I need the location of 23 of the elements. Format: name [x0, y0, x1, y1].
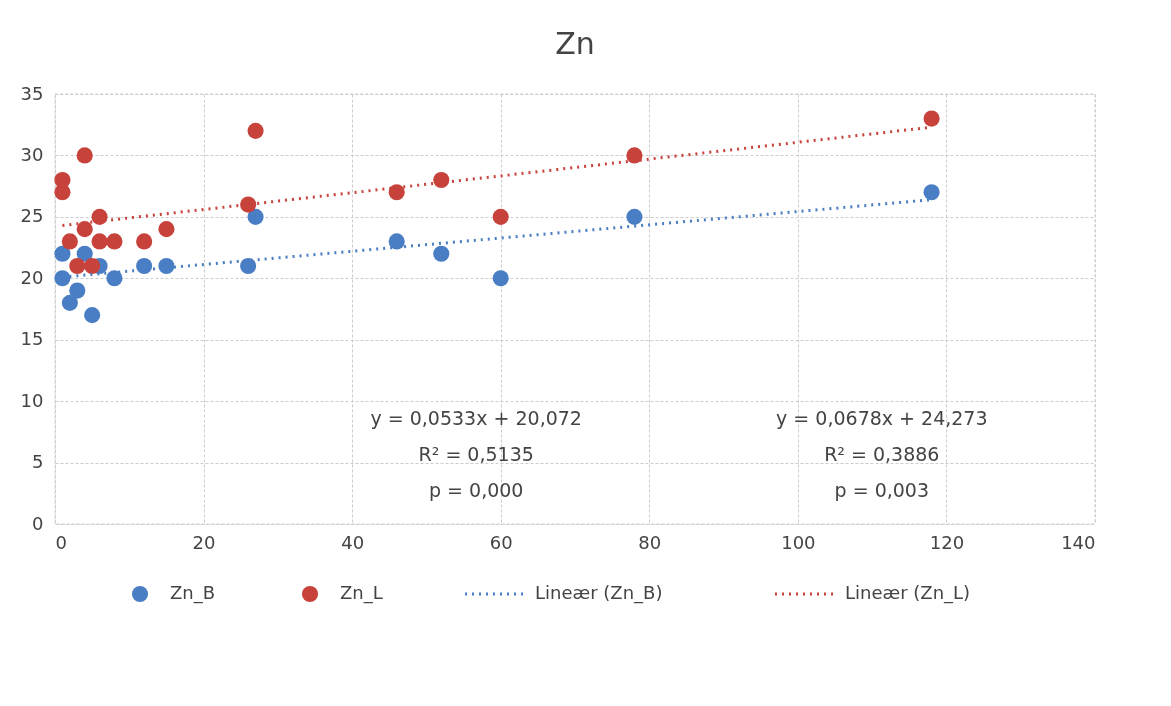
y-tick-label: 30: [20, 143, 44, 165]
x-tick-label: 100: [781, 531, 816, 553]
annotation: y = 0,0678x + 24,273 R² = 0,3886 p = 0,003: [776, 406, 988, 501]
legend-label: Lineær (Zn_B): [535, 582, 663, 604]
y-tick-label: 20: [20, 266, 44, 288]
x-tick-label: 120: [929, 531, 965, 553]
x-tick-label: 0: [55, 531, 67, 553]
annotation: y = 0,0533x + 20,072 R² = 0,5135 p = 0,000: [370, 406, 582, 501]
x-tick-label: 80: [638, 531, 662, 553]
y-tick-label: 25: [20, 205, 44, 227]
x-tick-label: 60: [489, 531, 513, 553]
legend-label: Zn_L: [340, 582, 383, 604]
y-tick-label: 0: [32, 512, 44, 534]
legend-label: Zn_B: [170, 582, 216, 604]
y-tick-label: 15: [20, 328, 44, 350]
y-tick-label: 35: [20, 82, 44, 104]
x-tick-label: 40: [341, 531, 365, 553]
y-tick-label: 10: [20, 389, 44, 411]
chart-title: Zn: [555, 26, 595, 61]
x-tick-label: 140: [1061, 531, 1096, 553]
legend-label: Lineær (Zn_L): [845, 582, 971, 604]
x-tick-label: 20: [192, 531, 216, 553]
y-tick-label: 5: [32, 451, 44, 473]
